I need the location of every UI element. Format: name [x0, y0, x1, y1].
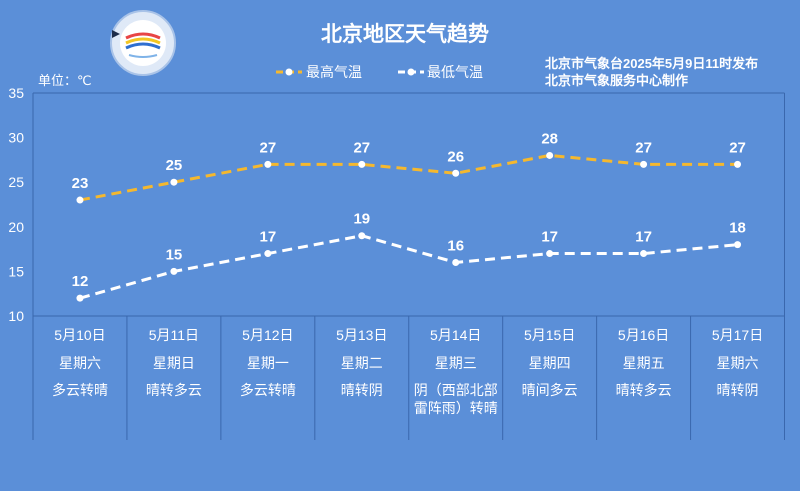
forecast-date: 5月14日 — [430, 327, 482, 343]
y-tick-label: 35 — [8, 85, 24, 101]
data-label: 17 — [541, 229, 558, 246]
data-point — [76, 196, 84, 204]
forecast-date: 5月15日 — [523, 327, 576, 343]
data-label: 16 — [447, 237, 464, 254]
forecast-weekday: 星期六 — [716, 355, 759, 371]
data-label: 28 — [541, 130, 558, 147]
forecast-weather: 晴间多云 — [521, 382, 578, 398]
y-tick-label: 15 — [8, 263, 24, 279]
data-point — [170, 267, 178, 275]
data-point — [264, 250, 272, 258]
min-temperature-series: 12 15 17 19 16 17 17 18 — [72, 211, 746, 302]
data-label: 18 — [729, 220, 746, 237]
data-point — [170, 178, 178, 186]
forecast-day-column: 5月15日星期四晴间多云 — [503, 316, 597, 440]
forecast-weekday: 星期五 — [622, 355, 665, 371]
forecast-weekday: 星期日 — [152, 355, 195, 371]
series-line — [79, 153, 738, 202]
forecast-day-column: 5月17日星期六晴转阴 — [691, 316, 785, 440]
data-label: 17 — [635, 229, 652, 246]
meteorological-service-logo — [110, 10, 176, 76]
y-tick-label: 25 — [8, 174, 24, 190]
data-label: 27 — [260, 139, 277, 156]
forecast-weather: 晴转阴 — [340, 382, 383, 398]
forecast-weather: 多云转晴 — [51, 382, 108, 398]
forecast-weather: 晴转多云 — [615, 382, 672, 398]
data-point — [734, 160, 742, 168]
y-tick-label: 10 — [8, 308, 24, 324]
forecast-day-column: 5月10日星期六多云转晴 — [33, 316, 127, 440]
y-tick-label: 20 — [8, 219, 24, 235]
forecast-weekday: 星期三 — [434, 355, 477, 371]
data-label: 23 — [72, 175, 89, 192]
forecast-date: 5月11日 — [148, 327, 200, 343]
y-tick-label: 30 — [8, 130, 24, 146]
legend-min-temperature: 最低气温 — [427, 64, 483, 80]
data-point — [734, 241, 742, 249]
data-point — [452, 258, 460, 266]
forecast-day-column: 5月13日星期二晴转阴 — [315, 316, 409, 440]
data-point — [452, 169, 460, 177]
data-label: 17 — [260, 229, 277, 246]
data-point — [640, 160, 648, 168]
data-label: 15 — [166, 246, 183, 263]
data-label: 27 — [729, 139, 746, 156]
forecast-weather: 晴转阴 — [716, 382, 759, 398]
y-axis-unit-label: 单位：℃ — [38, 73, 92, 88]
data-label: 27 — [353, 139, 370, 156]
data-label: 25 — [166, 157, 183, 174]
forecast-weekday: 星期二 — [340, 355, 383, 371]
legend-max-temperature: 最高气温 — [306, 64, 362, 80]
data-point — [358, 232, 366, 240]
data-label: 12 — [72, 273, 89, 290]
data-label: 27 — [635, 139, 652, 156]
issuer-producer: 北京市气象服务中心制作 — [545, 73, 689, 88]
max-temperature-series: 23 25 27 27 26 28 27 27 — [72, 130, 746, 204]
forecast-date: 5月17日 — [711, 327, 764, 343]
min-temperature-legend-icon — [398, 68, 424, 76]
series-line — [79, 234, 738, 300]
chart-title: 北京地区天气趋势 — [321, 23, 489, 46]
forecast-day-column: 5月11日星期日晴转多云 — [127, 316, 221, 440]
forecast-date: 5月16日 — [617, 327, 670, 343]
data-point — [358, 160, 366, 168]
forecast-day-column: 5月12日星期一多云转晴 — [221, 316, 315, 440]
max-temperature-legend-icon — [276, 68, 302, 76]
forecast-weekday: 星期一 — [246, 355, 289, 371]
forecast-day-column: 5月16日星期五晴转多云 — [597, 316, 691, 440]
forecast-weather: 多云转晴 — [239, 382, 296, 398]
data-point — [640, 250, 648, 258]
forecast-weekday: 星期六 — [58, 355, 101, 371]
data-point — [76, 294, 84, 302]
forecast-date: 5月12日 — [242, 327, 294, 343]
data-point — [546, 250, 554, 258]
issuer-published: 北京市气象台2025年5月9日11时发布 — [545, 56, 759, 71]
forecast-weekday: 星期四 — [528, 355, 571, 371]
data-label: 19 — [353, 211, 370, 228]
data-label: 26 — [447, 148, 464, 165]
forecast-day-column: 5月14日星期三阴（西部北部 雷阵雨）转晴 — [409, 316, 503, 440]
forecast-weather: 晴转多云 — [145, 382, 202, 398]
forecast-weather: 阴（西部北部 雷阵雨）转晴 — [413, 382, 498, 416]
data-point — [264, 160, 272, 168]
data-point — [546, 151, 554, 159]
forecast-date: 5月13日 — [336, 327, 388, 343]
forecast-date: 5月10日 — [54, 327, 106, 343]
